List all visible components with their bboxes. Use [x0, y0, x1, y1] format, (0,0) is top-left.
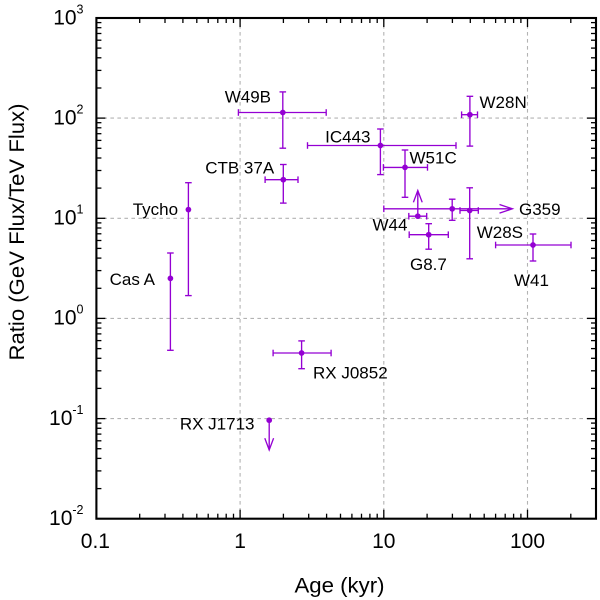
svg-text:W28S: W28S	[477, 223, 523, 242]
svg-text:100: 100	[510, 530, 545, 553]
svg-text:102: 102	[53, 102, 83, 129]
svg-text:RX J1713: RX J1713	[180, 414, 255, 433]
svg-text:Ratio (GeV Flux/TeV Flux): Ratio (GeV Flux/TeV Flux)	[6, 104, 29, 361]
svg-text:Age (kyr): Age (kyr)	[295, 575, 385, 598]
svg-text:1: 1	[234, 530, 246, 553]
svg-text:W49B: W49B	[225, 88, 271, 107]
svg-text:Tycho: Tycho	[133, 200, 178, 219]
svg-text:G8.7: G8.7	[410, 255, 447, 274]
svg-text:CTB 37A: CTB 37A	[205, 159, 275, 178]
svg-text:IC443: IC443	[325, 128, 370, 147]
svg-text:W51C: W51C	[410, 149, 457, 168]
svg-text:103: 103	[53, 2, 83, 29]
svg-text:G359: G359	[519, 200, 561, 219]
svg-text:Cas A: Cas A	[110, 270, 156, 289]
svg-text:W44: W44	[373, 216, 408, 235]
svg-text:0.1: 0.1	[81, 530, 110, 553]
svg-text:W41: W41	[514, 271, 549, 290]
svg-text:W28N: W28N	[480, 93, 527, 112]
svg-text:10: 10	[372, 530, 395, 553]
svg-text:RX J0852: RX J0852	[313, 363, 388, 382]
